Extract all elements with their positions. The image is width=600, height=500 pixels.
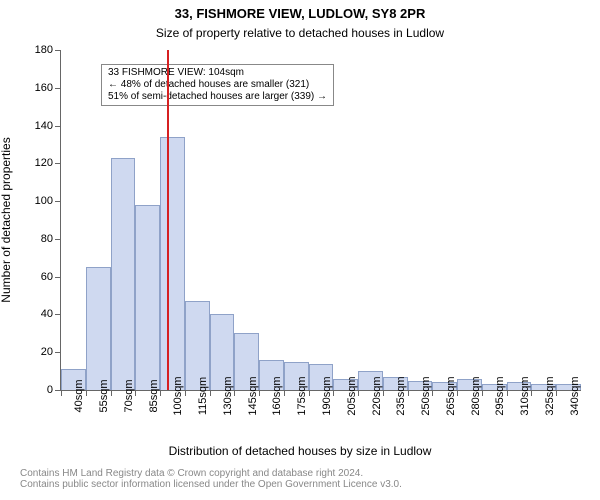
x-tick — [234, 390, 235, 396]
plot-area: 33 FISHMORE VIEW: 104sqm ← 48% of detach… — [60, 50, 581, 391]
y-tick-label: 160 — [35, 82, 53, 94]
y-tick — [55, 126, 61, 127]
x-tick-label: 325sqm — [544, 376, 556, 415]
y-tick — [55, 163, 61, 164]
marker-line — [167, 50, 169, 390]
x-tick-label: 205sqm — [346, 376, 358, 415]
x-tick — [309, 390, 310, 396]
footer-line2: Contains public sector information licen… — [20, 479, 402, 490]
x-tick — [333, 390, 334, 396]
y-tick — [55, 314, 61, 315]
x-axis-label: Distribution of detached houses by size … — [0, 444, 600, 458]
y-tick — [55, 50, 61, 51]
x-tick — [259, 390, 260, 396]
y-tick — [55, 390, 61, 391]
x-tick-label: 220sqm — [371, 376, 383, 415]
x-tick — [185, 390, 186, 396]
x-tick-label: 85sqm — [148, 379, 160, 412]
chart-title-line2: Size of property relative to detached ho… — [0, 26, 600, 40]
x-tick-label: 40sqm — [73, 379, 85, 412]
x-tick — [284, 390, 285, 396]
x-tick — [432, 390, 433, 396]
y-tick-label: 20 — [41, 346, 53, 358]
histogram-bar — [86, 267, 111, 390]
annotation-box: 33 FISHMORE VIEW: 104sqm ← 48% of detach… — [101, 64, 334, 106]
y-tick-label: 180 — [35, 44, 53, 56]
y-tick — [55, 239, 61, 240]
y-tick-label: 100 — [35, 195, 53, 207]
x-tick-label: 340sqm — [569, 376, 581, 415]
x-tick — [408, 390, 409, 396]
x-tick — [86, 390, 87, 396]
footer-line1: Contains HM Land Registry data © Crown c… — [20, 468, 402, 479]
x-tick-label: 175sqm — [296, 376, 308, 415]
y-tick — [55, 201, 61, 202]
x-tick — [531, 390, 532, 396]
histogram-bar — [135, 205, 160, 390]
histogram-bar — [111, 158, 136, 390]
x-tick — [383, 390, 384, 396]
chart-container: 33 FISHMORE VIEW: 104sqm ← 48% of detach… — [60, 50, 580, 390]
x-tick — [556, 390, 557, 396]
y-tick-label: 60 — [41, 271, 53, 283]
annotation-line2: ← 48% of detached houses are smaller (32… — [108, 79, 327, 91]
x-tick — [135, 390, 136, 396]
x-tick-label: 115sqm — [197, 377, 209, 415]
y-tick-label: 0 — [47, 384, 53, 396]
x-tick-label: 145sqm — [247, 376, 259, 415]
y-tick — [55, 277, 61, 278]
x-tick-label: 160sqm — [271, 376, 283, 415]
y-axis-label: Number of detached properties — [0, 137, 13, 302]
y-tick-label: 140 — [35, 120, 53, 132]
x-tick-label: 190sqm — [321, 376, 333, 415]
x-tick — [457, 390, 458, 396]
x-tick-label: 310sqm — [519, 376, 531, 415]
x-tick-label: 295sqm — [494, 376, 506, 415]
x-tick-label: 235sqm — [395, 376, 407, 415]
x-tick-label: 280sqm — [470, 376, 482, 415]
y-tick-label: 80 — [41, 233, 53, 245]
x-tick — [210, 390, 211, 396]
y-tick — [55, 352, 61, 353]
x-tick-label: 250sqm — [420, 376, 432, 415]
x-tick — [482, 390, 483, 396]
x-tick-label: 100sqm — [172, 376, 184, 415]
x-tick-label: 130sqm — [222, 376, 234, 415]
annotation-line1: 33 FISHMORE VIEW: 104sqm — [108, 67, 327, 79]
x-tick-label: 265sqm — [445, 376, 457, 415]
x-tick — [507, 390, 508, 396]
annotation-line3: 51% of semi-detached houses are larger (… — [108, 91, 327, 103]
y-tick-label: 40 — [41, 308, 53, 320]
x-tick — [358, 390, 359, 396]
x-tick-label: 55sqm — [98, 379, 110, 412]
y-tick — [55, 88, 61, 89]
y-tick-label: 120 — [35, 157, 53, 169]
chart-title-line1: 33, FISHMORE VIEW, LUDLOW, SY8 2PR — [0, 6, 600, 21]
x-tick — [160, 390, 161, 396]
x-tick — [111, 390, 112, 396]
x-tick — [61, 390, 62, 396]
x-tick-label: 70sqm — [123, 379, 135, 412]
histogram-bar — [160, 137, 185, 390]
footer-attribution: Contains HM Land Registry data © Crown c… — [20, 468, 402, 490]
